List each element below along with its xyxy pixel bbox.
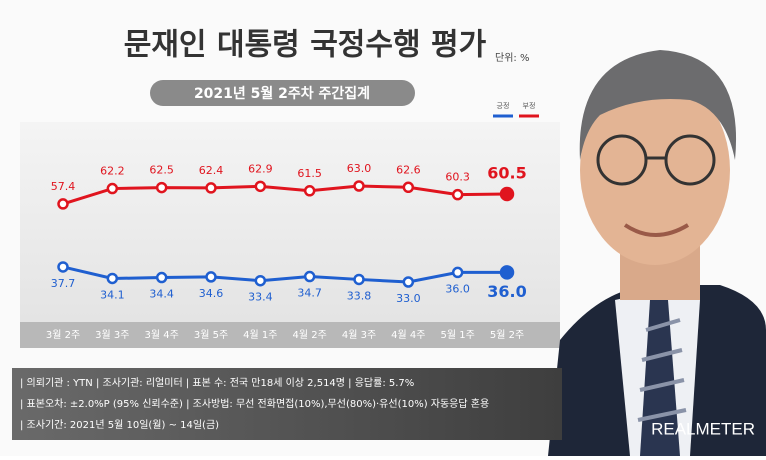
series-line bbox=[62, 265, 507, 284]
data-point bbox=[57, 261, 69, 273]
data-point bbox=[57, 198, 69, 210]
data-label: 62.9 bbox=[248, 162, 273, 175]
data-label: 57.4 bbox=[51, 180, 76, 193]
data-point bbox=[205, 182, 217, 194]
note: | 조사기간: 2021년 5월 10일(월) ~ 14일(금) bbox=[20, 419, 219, 431]
data-label: 33.4 bbox=[248, 291, 273, 304]
category-band bbox=[20, 322, 560, 348]
plot-area bbox=[20, 122, 560, 322]
data-point bbox=[402, 181, 415, 194]
data-label: 63.0 bbox=[347, 162, 372, 175]
data-label: 62.6 bbox=[396, 163, 421, 176]
data-label: 34.1 bbox=[100, 288, 125, 301]
subtitle: 2021년 5월 2주차 주간집계 bbox=[194, 85, 370, 102]
data-label: 34.4 bbox=[149, 288, 174, 301]
series-line bbox=[62, 184, 508, 206]
unit-label: 단위: % bbox=[495, 51, 529, 64]
x-tick-label: 3월 3주 bbox=[95, 329, 129, 341]
data-label: 37.7 bbox=[51, 277, 76, 290]
data-point bbox=[303, 270, 316, 283]
data-label: 61.5 bbox=[297, 167, 322, 180]
data-label: 36.0 bbox=[487, 282, 526, 301]
data-point bbox=[303, 185, 316, 197]
chart-title: 문재인 대통령 국정수행 평가 bbox=[124, 28, 487, 63]
data-point bbox=[254, 180, 267, 193]
x-tick-label: 4월 2주 bbox=[293, 329, 327, 341]
data-label: 33.8 bbox=[347, 289, 372, 302]
data-point bbox=[499, 186, 515, 202]
data-point bbox=[205, 271, 217, 283]
data-point bbox=[254, 274, 267, 287]
x-tick-label: 4월 3주 bbox=[342, 329, 376, 341]
data-point bbox=[106, 272, 119, 285]
data-label: 34.6 bbox=[199, 287, 224, 300]
x-tick-label: 5월 2주 bbox=[490, 329, 524, 341]
data-point bbox=[499, 265, 515, 280]
data-label: 62.4 bbox=[199, 164, 224, 177]
x-tick-label: 5월 1주 bbox=[441, 329, 475, 341]
data-label: 34.7 bbox=[297, 287, 322, 300]
portrait bbox=[548, 50, 766, 456]
x-tick-label: 3월 2주 bbox=[46, 329, 80, 341]
note: | 의뢰기관 : YTN | 조사기관: 리얼미터 | 표본 수: 전국 만18… bbox=[20, 377, 414, 389]
x-tick-label: 3월 4주 bbox=[145, 329, 179, 341]
legend-label: 긍정 bbox=[497, 101, 510, 110]
notes-box bbox=[12, 368, 562, 440]
data-label: 62.5 bbox=[149, 164, 174, 177]
data-point bbox=[353, 180, 365, 192]
data-point bbox=[451, 188, 464, 201]
logo: REALMETER bbox=[651, 419, 755, 438]
x-tick-label: 3월 5주 bbox=[194, 329, 228, 341]
data-label: 36.0 bbox=[445, 282, 470, 295]
x-tick-label: 4월 1주 bbox=[243, 329, 277, 341]
data-point bbox=[155, 181, 168, 194]
data-label: 60.3 bbox=[445, 171, 470, 184]
data-label: 62.2 bbox=[100, 165, 125, 178]
legend-label: 부정 bbox=[523, 101, 536, 110]
subtitle-pill bbox=[150, 80, 415, 106]
x-tick-label: 4월 4주 bbox=[391, 329, 425, 341]
data-point bbox=[451, 266, 464, 279]
data-point bbox=[155, 271, 168, 284]
data-label: 33.0 bbox=[396, 292, 421, 305]
data-label: 60.5 bbox=[487, 164, 526, 183]
note: | 표본오차: ±2.0%P (95% 신뢰수준) | 조사방법: 무선 전화면… bbox=[20, 397, 489, 410]
data-point bbox=[106, 182, 119, 195]
data-point bbox=[353, 273, 365, 286]
data-point bbox=[402, 276, 415, 288]
